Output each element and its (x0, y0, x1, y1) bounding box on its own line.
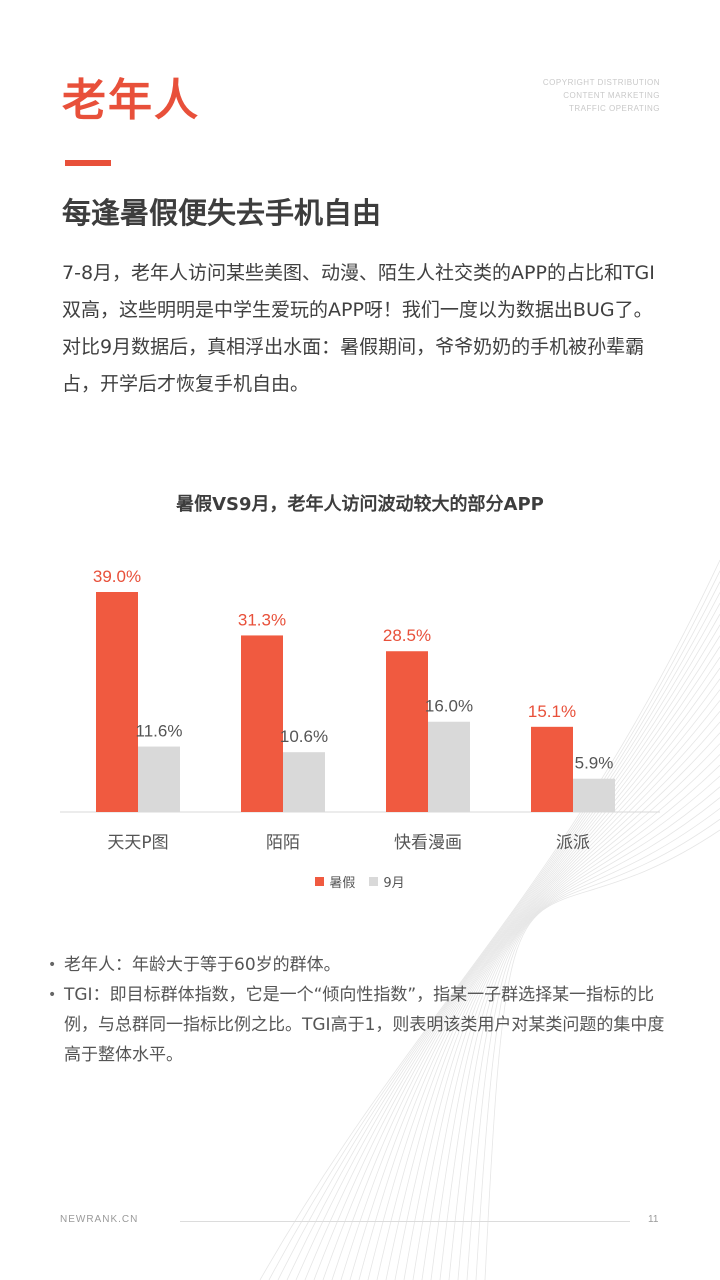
footer-divider (180, 1221, 630, 1222)
legend-item-summer: 暑假 (315, 872, 355, 891)
bar (138, 746, 180, 812)
data-label: 28.5% (383, 626, 431, 645)
copyright-line: COPYRIGHT DISTRIBUTION (542, 78, 660, 87)
bar (386, 651, 428, 812)
accent-divider (65, 160, 111, 166)
data-label: 15.1% (528, 702, 576, 721)
body-paragraph-2: 对比9月数据后，真相浮出水面：暑假期间，爷爷奶奶的手机被孙辈霸占，开学后才恢复手… (62, 336, 645, 395)
footnote-text: 老年人：年龄大于等于60岁的群体。 (64, 955, 341, 975)
bullet-icon: • (48, 987, 57, 1003)
body-text: 7-8月，老年人访问某些美图、动漫、陌生人社交类的APP的占比和TGI双高，这些… (62, 255, 662, 403)
wave-line (331, 646, 720, 1280)
wave-line (385, 710, 720, 1280)
wave-line (457, 797, 720, 1280)
category-label: 快看漫画 (394, 833, 462, 853)
data-label: 5.9% (575, 754, 614, 773)
body-paragraph-1: 7-8月，老年人访问某些美图、动漫、陌生人社交类的APP的占比和TGI双高，这些… (62, 262, 655, 321)
data-label: 10.6% (280, 727, 328, 746)
bar (241, 635, 283, 812)
section-subtitle: 每逢暑假便失去手机自由 (62, 196, 382, 230)
wave-line (277, 581, 720, 1280)
bar (428, 721, 470, 812)
category-label: 陌陌 (266, 833, 300, 853)
bar (573, 778, 615, 812)
copyright-line: TRAFFIC OPERATING (568, 104, 660, 113)
wave-line (448, 786, 720, 1280)
wave-line (268, 570, 720, 1280)
bar (283, 752, 325, 812)
wave-line (412, 743, 720, 1280)
wave-line (376, 700, 720, 1280)
data-label: 16.0% (425, 697, 473, 716)
wave-line (349, 667, 720, 1280)
wave-line (286, 592, 720, 1280)
wave-line (259, 559, 720, 1280)
wave-line (304, 613, 720, 1280)
footnotes: • 老年人：年龄大于等于60岁的群体。 • TGI：即目标群体指数，它是一个“倾… (48, 950, 670, 1070)
footnote-item: • TGI：即目标群体指数，它是一个“倾向性指数”，指某一子群选择某一指标的比例… (48, 980, 670, 1070)
chart-title: 暑假VS9月，老年人访问波动较大的部分APP (176, 494, 544, 515)
page-number: 11 (648, 1214, 659, 1225)
wave-line (295, 603, 720, 1280)
data-label: 11.6% (136, 722, 183, 741)
category-label: 天天P图 (107, 833, 168, 853)
footer-site: NEWRANK.CN (60, 1214, 139, 1225)
data-label: 31.3% (238, 610, 286, 629)
wave-line (322, 635, 720, 1280)
data-label: 39.0% (93, 567, 141, 586)
footnote-item: • 老年人：年龄大于等于60岁的群体。 (48, 950, 670, 980)
bar (96, 592, 138, 812)
footnote-text: TGI：即目标群体指数，它是一个“倾向性指数”，指某一子群选择某一指标的比例，与… (64, 985, 665, 1065)
wave-line (340, 656, 720, 1280)
legend-item-september: 9月 (369, 872, 405, 891)
legend-swatch-summer (315, 877, 325, 886)
legend-swatch-september (369, 877, 379, 886)
bar-chart: 39.0% 11.6% 天天P图 31.3% 10.6% 陌陌 28.5% 16.0% 快看漫画… (60, 567, 660, 853)
wave-line (313, 624, 720, 1280)
wave-line (403, 732, 720, 1280)
wave-line (358, 678, 720, 1280)
bullet-icon: • (48, 957, 57, 973)
copyright-line: CONTENT MARKETING (563, 91, 660, 100)
wave-line (484, 829, 720, 1280)
wave-line (367, 689, 720, 1280)
chart-legend: 暑假 9月 (0, 872, 720, 891)
legend-label-september: 9月 (383, 876, 405, 891)
legend-label-summer: 暑假 (329, 876, 356, 891)
wave-line (394, 721, 720, 1280)
category-label: 派派 (556, 833, 590, 853)
wave-line (475, 818, 720, 1280)
page-title: 老年人 (62, 75, 200, 126)
wave-line (430, 764, 720, 1280)
wave-line (439, 775, 720, 1280)
copyright-text-block: COPYRIGHT DISTRIBUTION CONTENT MARKETING… (543, 76, 660, 115)
wave-line (466, 808, 720, 1280)
bar (531, 726, 573, 812)
wave-line (421, 754, 720, 1280)
